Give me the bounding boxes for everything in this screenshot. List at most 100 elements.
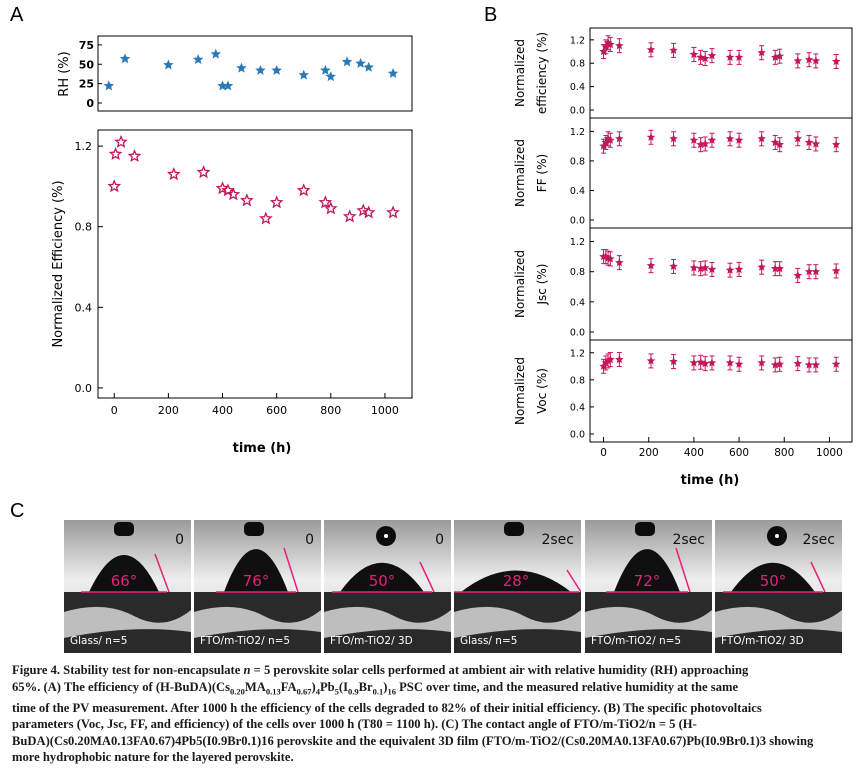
b-data-point <box>700 139 710 148</box>
b-data-point <box>669 261 678 271</box>
b-data-point <box>689 358 699 367</box>
b-data-point <box>646 45 656 54</box>
b-y-axis-label: FF (%) <box>535 154 549 192</box>
b-xtick-label: 200 <box>639 447 659 459</box>
rh-ytick-label: 0 <box>86 97 94 110</box>
substrate-reflection <box>194 606 321 638</box>
efficiency-data-point <box>361 205 376 219</box>
water-droplet <box>614 549 680 592</box>
b-ytick-label: 0.4 <box>570 186 585 197</box>
rh-data-point <box>387 68 399 78</box>
contact-angle-photo: 50° 0 FTO/m-TiO2/ 3D <box>324 520 451 653</box>
b-data-point <box>804 267 814 276</box>
photo-image: 76° 0 FTO/m-TiO2/ n=5 <box>194 520 321 653</box>
b-data-point <box>831 266 841 275</box>
b-data-point <box>804 360 814 369</box>
b-data-point <box>804 55 814 64</box>
efficiency-data-point <box>269 195 284 209</box>
contact-angle-label: 76° <box>243 572 270 590</box>
photo-image: 50° 0 FTO/m-TiO2/ 3D <box>324 520 451 653</box>
time-label: 2sec <box>802 532 835 548</box>
tangent-line <box>283 547 299 593</box>
efficiency-data-point <box>107 179 122 193</box>
caption-line-3: time of the PV measurement. After 1000 h… <box>12 700 762 715</box>
efficiency-data-point <box>108 147 123 160</box>
b-data-point <box>646 356 656 365</box>
b-data-point <box>775 140 784 149</box>
contact-angle-photo: 50° 2sec FTO/m-TiO2/ 3D <box>715 520 842 653</box>
b-data-point <box>811 267 821 276</box>
rh-data-point <box>355 58 366 68</box>
efficiency-y-axis-label: Normalized Efficiency (%) <box>51 180 66 347</box>
contact-angle-label: 28° <box>503 572 530 590</box>
rh-ytick-label: 75 <box>79 39 94 52</box>
b-data-point <box>793 359 803 368</box>
caption-line-1a: Figure 4. Stability test for non-encapsu… <box>12 663 244 677</box>
efficiency-data-point <box>114 134 128 148</box>
b-data-point <box>707 264 717 274</box>
b-data-point <box>811 139 821 148</box>
drop-highlight <box>775 534 779 538</box>
water-droplet <box>461 570 571 592</box>
figure-caption: Figure 4. Stability test for non-encapsu… <box>12 662 852 766</box>
b-ytick-label: 0.4 <box>570 297 585 308</box>
b-data-point <box>770 360 780 369</box>
b-ytick-label: 0.4 <box>570 402 585 413</box>
b-data-point <box>757 134 766 143</box>
water-droplet <box>89 554 159 592</box>
eff-xtick-label: 200 <box>158 404 179 417</box>
contact-angle-photo: 28° 2sec Glass/ n=5 <box>454 520 581 653</box>
b-data-point <box>689 50 699 59</box>
rh-data-point <box>119 53 131 64</box>
b-xtick-label: 400 <box>684 447 704 459</box>
efficiency-data-point <box>226 187 241 201</box>
time-label: 2sec <box>672 532 705 548</box>
caption-line-2a: 65%. (A) The efficiency of (H-BuDA)(Cs <box>12 679 231 694</box>
photo-image: 72° 2sec FTO/m-TiO2/ n=5 <box>585 520 712 653</box>
b-data-point <box>831 359 841 368</box>
subplot-frame <box>589 117 853 229</box>
b-data-point <box>689 135 699 144</box>
tangent-line <box>675 547 691 593</box>
eff-ytick-label: 1.2 <box>75 140 93 153</box>
b-ytick-label: 1.2 <box>570 237 585 248</box>
b-xtick-label: 800 <box>774 447 794 459</box>
b-data-point <box>811 56 821 65</box>
chart-panel-a: 0 25 50 75 RH (%) 0.0 0.4 0.8 1.2 0 200 400 600 800 10… <box>51 35 413 456</box>
eff-ytick-label: 0.8 <box>75 221 93 234</box>
caption-line-4: parameters (Voc, Jsc, FF, and efficiency… <box>12 717 697 732</box>
efficiency-plot-frame <box>97 129 413 399</box>
rh-data-point <box>363 61 374 72</box>
time-label: 2sec <box>541 532 574 548</box>
b-y-axis-label: Normalized <box>513 250 527 318</box>
b-data-point <box>696 264 705 273</box>
b-data-point <box>804 138 814 147</box>
b-data-point <box>775 264 784 273</box>
b-data-point <box>669 357 678 366</box>
chart-panel-b: 0.0 0.4 0.8 1.2 Normalized efficiency (%) 0.0 0… <box>513 27 853 488</box>
sample-label: FTO/m-TiO2/ 3D <box>721 635 804 647</box>
substrate-reflection <box>585 606 712 638</box>
tangent-line <box>566 569 581 593</box>
b-ytick-label: 0.0 <box>570 430 585 441</box>
b-data-point <box>757 358 766 367</box>
time-label: 0 <box>305 532 314 548</box>
b-data-point <box>646 132 656 141</box>
rh-plot-frame <box>97 35 413 112</box>
tangent-line <box>419 561 435 593</box>
time-label: 0 <box>435 532 444 548</box>
contact-angle-photo: 66° 0 Glass/ n=5 <box>64 520 191 653</box>
b-xtick-label: 1000 <box>816 447 843 459</box>
photo-image: 50° 2sec FTO/m-TiO2/ 3D <box>715 520 842 653</box>
b-y-axis-label: Jsc (%) <box>535 264 549 306</box>
rh-data-point <box>325 71 336 82</box>
b-ytick-label: 0.8 <box>570 267 585 278</box>
rh-data-point <box>271 65 282 75</box>
b-y-axis-label: Voc (%) <box>535 368 549 414</box>
eff-xtick-label: 1000 <box>371 404 399 417</box>
caption-line-5: BuDA)(Cs0.20MA0.13FA0.67)4Pb5(I0.9Br0.1)… <box>12 733 814 748</box>
efficiency-data-point <box>239 193 254 207</box>
water-droplet <box>224 549 288 592</box>
eff-xtick-label: 600 <box>266 404 287 417</box>
rh-data-point <box>298 69 309 80</box>
